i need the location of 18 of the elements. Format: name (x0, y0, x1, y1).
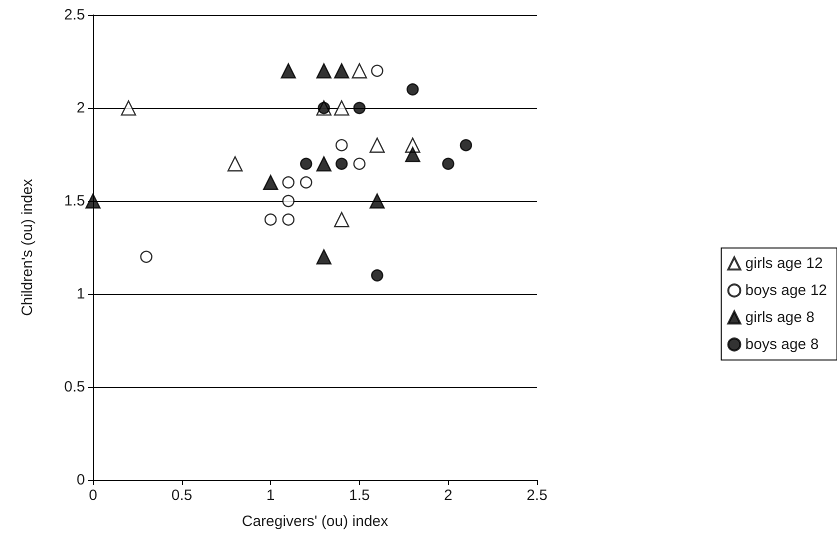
x-tick-label: 1.5 (348, 487, 370, 504)
legend-label: girls age 8 (745, 309, 814, 326)
x-tick-label: 2 (444, 487, 452, 504)
legend-label: boys age 8 (745, 336, 819, 353)
x-tick-label: 2.5 (526, 487, 548, 504)
legend-label: boys age 12 (745, 282, 828, 299)
y-axis-title: Children's (ou) index (19, 178, 36, 316)
legend-label: girls age 12 (745, 255, 823, 272)
y-tick-label: 0 (76, 472, 85, 488)
y-tick-label: 1.5 (64, 192, 85, 210)
x-axis-title: Caregivers' (ou) index (242, 513, 389, 530)
y-tick-label: 0.5 (64, 378, 85, 396)
y-tick-label: 1 (76, 286, 85, 302)
x-tick-label: 1 (266, 487, 275, 504)
y-tick-label: 2.5 (64, 6, 85, 24)
y-tick-label: 2 (76, 100, 85, 116)
x-tick-label: 0 (88, 487, 98, 504)
x-tick-label: 0.5 (171, 487, 192, 504)
